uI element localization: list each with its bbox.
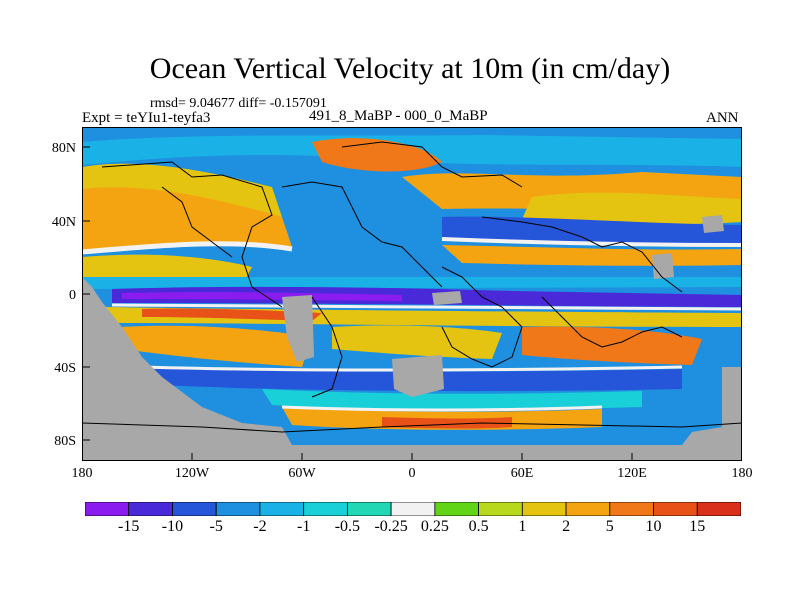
field-eq-purple [122, 292, 402, 301]
colorbar-swatch [346, 502, 392, 516]
coastline [161, 186, 233, 258]
lon-label-60w: 60W [288, 466, 316, 481]
lon-label-180w: 180 [71, 466, 93, 481]
lat-label-0: 0 [69, 288, 76, 303]
lon-label-120e: 120E [617, 466, 647, 481]
field-band-north-orange [82, 180, 292, 252]
colorbar-label: 0.25 [420, 518, 449, 535]
axis-ticks [82, 146, 742, 461]
coastline [281, 181, 443, 288]
field-south-orange-ind [522, 326, 702, 365]
colorbar-swatch [521, 502, 567, 516]
experiment-label: Expt = teYIu1-teyfa3 [82, 110, 211, 126]
coastline [441, 266, 523, 368]
land-patch-east-asia [702, 215, 724, 233]
colorbar-label: -0.25 [374, 518, 408, 535]
colorbar [85, 502, 741, 516]
colorbar-label: 15 [689, 518, 706, 535]
field-zero-contour [111, 303, 742, 311]
field-south-orange-pac [122, 325, 312, 367]
colorbar-swatch [259, 502, 305, 516]
difference-label: 491_8_MaBP - 000_0_MaBP [309, 108, 488, 124]
colorbar-label: -0.5 [334, 518, 361, 535]
field-south-cyan-band [262, 389, 642, 410]
field-eq-red [142, 308, 322, 321]
lat-label-40s: 40S [54, 361, 76, 376]
colorbar-swatch [478, 502, 523, 516]
field-north-pac-yellow [522, 192, 742, 225]
land-patch-mediterranean [432, 291, 462, 305]
ocean-velocity-map [82, 127, 742, 461]
colorbar-swatch [434, 502, 479, 516]
colorbar-swatch [609, 502, 654, 516]
lat-label-40n: 40N [51, 215, 76, 230]
land-patch-andes [282, 295, 314, 362]
colorbar-swatch [172, 502, 217, 516]
field-eq-violet [112, 286, 742, 307]
field-zero-contour [441, 237, 742, 247]
colorbar-label: 2 [562, 518, 571, 535]
land-antarctica [82, 423, 742, 461]
coastline [101, 161, 283, 308]
colorbar-label: 5 [605, 518, 614, 535]
stats-label: rmsd= 9.04677 diff= -0.157091 [150, 96, 327, 111]
colorbar-label: 0.5 [468, 518, 489, 535]
colorbar-swatch [565, 502, 611, 516]
field-zero-contour [82, 241, 293, 255]
coastline [481, 216, 683, 293]
season-label: ANN [706, 110, 739, 126]
coastline [82, 422, 742, 433]
field-north-blue-band [442, 216, 742, 245]
colorbar-label: -1 [296, 518, 311, 535]
lon-label-120w: 120W [174, 466, 210, 481]
colorbar-swatch [215, 502, 261, 516]
colorbar-label: -15 [118, 518, 140, 535]
land-patch-africa-south [392, 355, 444, 397]
lat-label-80n: 80N [51, 141, 76, 156]
colorbar-label: -10 [161, 518, 184, 535]
field-band-north-yellow [82, 163, 282, 217]
colorbar-label: 10 [645, 518, 662, 535]
colorbar-swatch [653, 502, 698, 516]
colorbar-swatch [85, 502, 130, 516]
land-patch-indonesia [652, 253, 674, 279]
lat-label-80s: 80S [54, 434, 76, 449]
colorbar-swatch [390, 502, 436, 516]
coastline [541, 296, 683, 348]
plot-title: Ocean Vertical Velocity at 10m (in cm/da… [149, 52, 671, 85]
lon-label-180e: 180 [731, 466, 753, 481]
lon-label-0: 0 [408, 466, 416, 481]
colorbar-label: -5 [209, 518, 223, 535]
colorbar-label: 1 [518, 518, 527, 535]
field-zero-contour [141, 365, 683, 372]
field-eq-cyan [82, 277, 742, 289]
lon-label-60e: 60E [510, 466, 534, 481]
colorbar-label: -2 [253, 518, 267, 535]
colorbar-swatch [696, 502, 741, 516]
colorbar-swatch [303, 502, 348, 516]
coastline [311, 296, 343, 398]
field-zero-contour [281, 405, 603, 412]
coastline [341, 141, 523, 188]
field-south-yellow-atl [332, 325, 502, 359]
colorbar-swatch [128, 502, 173, 516]
